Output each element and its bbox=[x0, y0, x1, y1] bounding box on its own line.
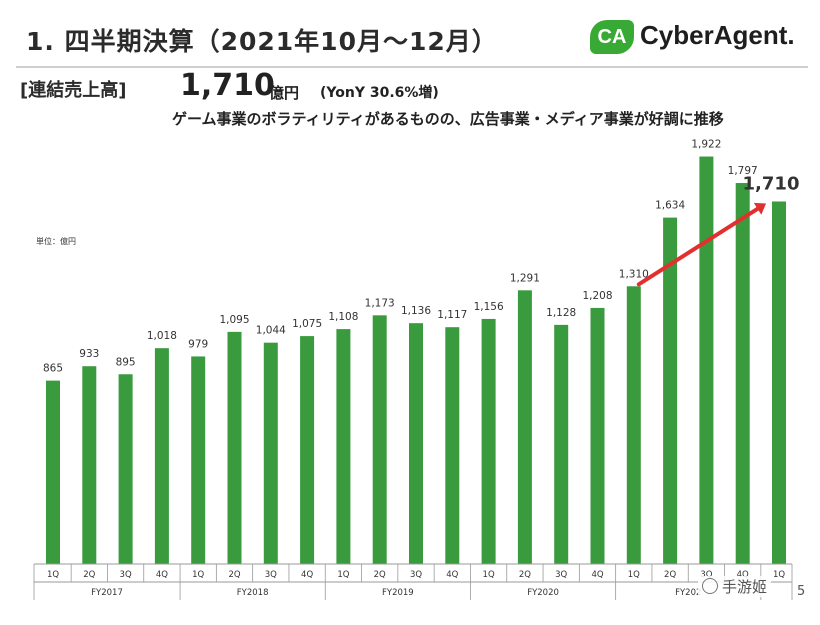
group-label: FY2017 bbox=[91, 588, 123, 598]
bar bbox=[154, 348, 169, 564]
tick-label: 4Q bbox=[446, 570, 458, 580]
data-label: 1,128 bbox=[546, 307, 576, 319]
group-label: FY2019 bbox=[382, 588, 414, 598]
data-label: 1,018 bbox=[147, 330, 177, 342]
bar bbox=[300, 336, 315, 564]
data-label: 1,291 bbox=[510, 272, 540, 284]
bar bbox=[82, 366, 97, 564]
data-label: 1,075 bbox=[292, 318, 322, 330]
headline-value: 1,710 bbox=[180, 68, 275, 103]
revenue-headline: [連結売上高] 1,710 億円 (YonY 30.6%増) bbox=[20, 68, 439, 103]
group-label: FY202 bbox=[675, 588, 701, 598]
group-label: FY2020 bbox=[527, 588, 559, 598]
logo-text: CyberAgent. bbox=[640, 20, 795, 50]
bar bbox=[409, 323, 423, 564]
bar bbox=[699, 156, 714, 564]
tick-label: 3Q bbox=[555, 570, 567, 580]
data-label: 1,710 bbox=[743, 173, 800, 194]
unit-label: 単位：億円 bbox=[36, 236, 76, 246]
headline-subtitle: ゲーム事業のボラティリティがあるものの、広告事業・メディア事業が好調に推移 bbox=[172, 110, 724, 128]
data-label: 1,095 bbox=[219, 314, 249, 326]
data-label: 933 bbox=[79, 348, 99, 360]
page-number: 5 bbox=[797, 584, 805, 599]
bar bbox=[191, 356, 206, 564]
data-label: 1,173 bbox=[365, 297, 395, 309]
wechat-icon bbox=[702, 578, 718, 594]
group-label: FY2018 bbox=[237, 588, 269, 598]
watermark: 手游姬 bbox=[698, 576, 772, 597]
tick-label: 2Q bbox=[374, 570, 386, 580]
tick-label: 1Q bbox=[483, 570, 495, 580]
data-label: 1,156 bbox=[474, 301, 504, 313]
tick-label: 2Q bbox=[228, 570, 240, 580]
headline-unit: 億円 bbox=[269, 84, 300, 102]
bar bbox=[663, 217, 678, 565]
data-label: 865 bbox=[43, 363, 63, 375]
tick-label: 1Q bbox=[337, 570, 349, 580]
bar bbox=[227, 331, 242, 564]
bar bbox=[372, 315, 387, 564]
tick-label: 4Q bbox=[301, 570, 313, 580]
tick-label: 3Q bbox=[265, 570, 277, 580]
bar bbox=[554, 324, 569, 564]
data-label: 895 bbox=[116, 356, 136, 368]
bar bbox=[46, 380, 60, 564]
data-label: 1,634 bbox=[655, 200, 685, 212]
watermark-text: 手游姬 bbox=[722, 578, 768, 596]
page-title: 1. 四半期決算（2021年10月～12月） bbox=[26, 27, 498, 56]
tick-label: 1Q bbox=[192, 570, 204, 580]
bar bbox=[336, 329, 351, 564]
bar bbox=[517, 290, 532, 564]
growth-arrow-head bbox=[753, 202, 766, 215]
bar bbox=[118, 374, 133, 564]
bar bbox=[263, 342, 278, 564]
bar bbox=[735, 183, 750, 564]
headline-yoy: (YonY 30.6%増) bbox=[320, 85, 439, 101]
data-label: 1,310 bbox=[619, 268, 649, 280]
tick-label: 2Q bbox=[664, 570, 676, 580]
data-label: 1,136 bbox=[401, 305, 431, 317]
bar bbox=[626, 286, 641, 564]
title-divider bbox=[16, 66, 808, 68]
tick-label: 3Q bbox=[120, 570, 132, 580]
tick-label: 4Q bbox=[156, 570, 168, 580]
tick-label: 1Q bbox=[628, 570, 640, 580]
data-label: 979 bbox=[188, 338, 208, 350]
tick-label: 1Q bbox=[773, 570, 785, 580]
tick-label: 3Q bbox=[410, 570, 422, 580]
tick-label: 2Q bbox=[519, 570, 531, 580]
data-label: 1,044 bbox=[256, 325, 286, 337]
bar bbox=[445, 327, 460, 564]
tick-label: 4Q bbox=[737, 570, 749, 580]
bar bbox=[772, 201, 786, 565]
tick-label: 1Q bbox=[47, 570, 59, 580]
data-label: 1,922 bbox=[691, 139, 721, 151]
data-label: 1,797 bbox=[728, 165, 758, 177]
bar bbox=[590, 307, 605, 564]
tick-label: 2Q bbox=[83, 570, 95, 580]
headline-label: [連結売上高] bbox=[20, 80, 127, 101]
logo-mark: CA bbox=[590, 20, 634, 54]
data-label: 1,108 bbox=[328, 311, 358, 323]
bar bbox=[481, 318, 496, 564]
tick-label: 4Q bbox=[591, 570, 603, 580]
data-label: 1,117 bbox=[437, 309, 467, 321]
data-label: 1,208 bbox=[582, 290, 612, 302]
growth-arrow-line bbox=[636, 206, 760, 287]
tick-label: 3Q bbox=[700, 570, 712, 580]
